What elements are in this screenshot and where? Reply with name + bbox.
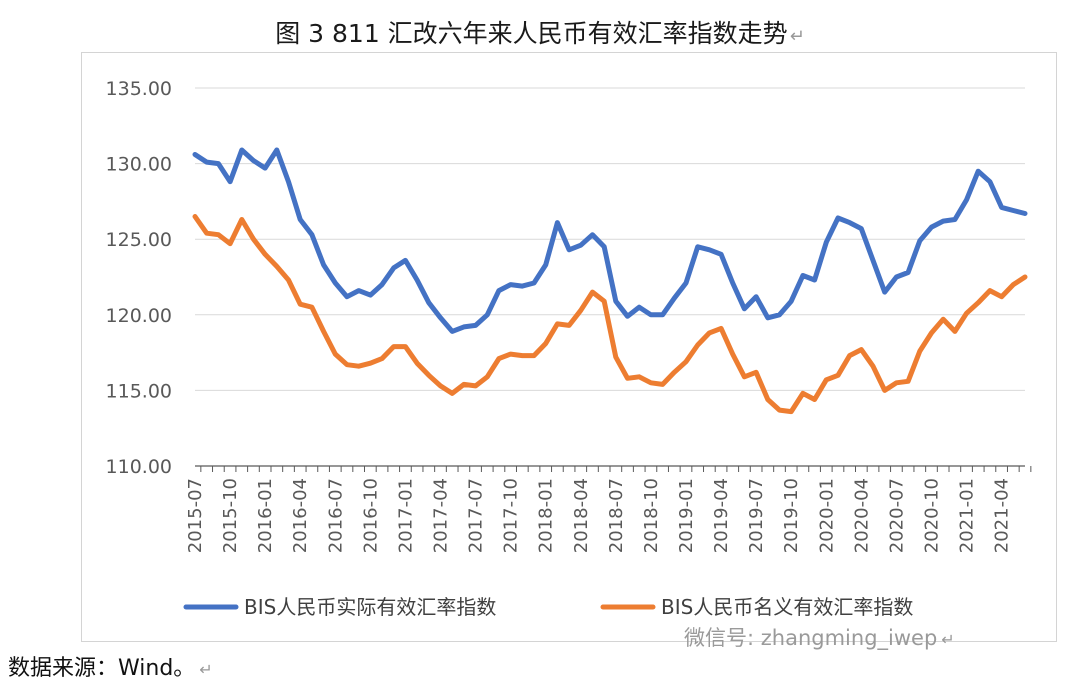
x-tick-label: 2019-10	[781, 478, 802, 553]
x-tick-label: 2021-01	[957, 478, 978, 553]
x-tick-label: 2017-07	[466, 478, 487, 553]
y-tick-label: 125.00	[106, 229, 172, 251]
x-tick-label: 2017-10	[501, 478, 522, 553]
y-tick-label: 120.00	[106, 305, 172, 327]
real-effective-rate-line	[192, 147, 1028, 334]
x-tick-label: 2018-01	[536, 478, 557, 553]
x-tick-label: 2020-01	[816, 478, 837, 553]
x-tick-label: 2016-07	[325, 478, 346, 553]
x-tick-label: 2016-04	[290, 478, 311, 553]
return-mark: ↵	[789, 26, 805, 47]
x-tick-label: 2018-04	[571, 478, 592, 553]
x-tick-label: 2015-10	[220, 478, 241, 553]
y-tick-label: 115.00	[106, 380, 172, 402]
x-tick-label: 2018-07	[606, 478, 627, 553]
watermark: 微信号: zhangming_iwep ↵	[684, 626, 955, 650]
source-note: 数据来源：Wind。 ↵	[8, 656, 213, 681]
x-tick-label: 2015-07	[185, 478, 206, 553]
y-tick-label: 110.00	[106, 456, 172, 478]
x-tick-label: 2020-10	[921, 478, 942, 553]
x-tick-label: 2020-07	[886, 478, 907, 553]
x-tick-label: 2017-01	[395, 478, 416, 553]
x-tick-label: 2019-07	[746, 478, 767, 553]
return-mark: ↵	[199, 660, 213, 679]
chart-title: 图 3 811 汇改六年来人民币有效汇率指数走势 ↵	[275, 19, 805, 48]
x-tick-label: 2019-04	[711, 478, 732, 553]
x-tick-label: 2018-10	[641, 478, 662, 553]
return-mark: ↵	[941, 630, 955, 649]
chart-frame	[81, 52, 1057, 642]
legend-label-real: BIS人民币实际有效汇率指数	[244, 595, 496, 619]
x-tick-label: 2021-04	[992, 478, 1013, 553]
x-tick-label: 2017-04	[430, 478, 451, 553]
y-tick-label: 130.00	[106, 154, 172, 176]
x-tick-label: 2020-04	[851, 478, 872, 553]
legend-label-nominal: BIS人民币名义有效汇率指数	[661, 595, 913, 619]
x-tick-label: 2016-10	[360, 478, 381, 553]
x-tick-label: 2016-01	[255, 478, 276, 553]
y-tick-label: 135.00	[106, 78, 172, 100]
nominal-effective-rate-line	[192, 214, 1028, 415]
x-tick-label: 2019-01	[676, 478, 697, 553]
